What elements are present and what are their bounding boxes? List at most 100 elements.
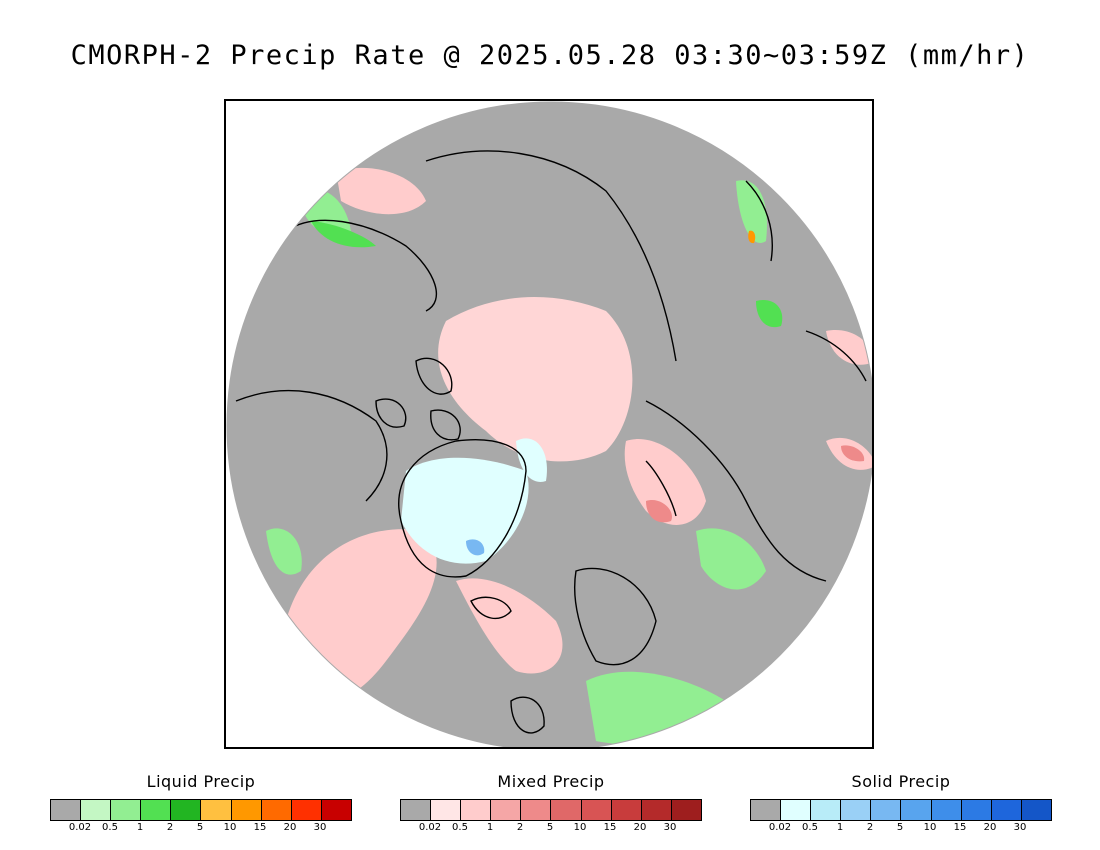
legend-swatch: [991, 800, 1022, 820]
chart-title: CMORPH-2 Precip Rate @ 2025.05.28 03:30~…: [70, 40, 1030, 71]
tick-label: 0.5: [802, 822, 818, 833]
legend-swatch: [111, 800, 142, 820]
legend-swatch: [931, 800, 962, 820]
tick-labels: 0.02 0.5 1 2 5 10 15 20 30: [750, 822, 1052, 836]
scandinavia-coast: [574, 567, 657, 666]
tick-label: 1: [486, 822, 494, 833]
legend-swatch: [81, 800, 112, 820]
legend-swatch: [841, 800, 872, 820]
tick-label: 2: [516, 822, 524, 833]
legend-swatch: [261, 800, 292, 820]
coastlines: [235, 150, 867, 734]
okhotsk-coast: [805, 330, 867, 382]
color-scale: [750, 799, 1052, 821]
tick-label: 0.02: [768, 822, 792, 833]
legend-swatch: [641, 800, 672, 820]
legend-swatch: [171, 800, 202, 820]
tick-label: 0.5: [452, 822, 468, 833]
liquid-precip-russia: [696, 528, 766, 590]
legend-swatch: [141, 800, 172, 820]
legend-swatch: [551, 800, 582, 820]
tick-label: 20: [983, 822, 997, 833]
tick-label: 30: [313, 822, 327, 833]
tick-label: 2: [166, 822, 174, 833]
siberia-coast: [425, 150, 677, 362]
alaska-coast: [285, 219, 437, 312]
tick-label: 5: [546, 822, 554, 833]
legend-swatch: [231, 800, 262, 820]
liquid-precip-alaska-strong: [311, 221, 376, 248]
mixed-precip-siberia: [624, 439, 706, 525]
legend-swatch: [521, 800, 552, 820]
liquid-precip-peak: [748, 230, 756, 244]
tick-label: 10: [923, 822, 937, 833]
mixed-precip-heavy-spot-2: [841, 445, 865, 462]
color-scale: [50, 799, 352, 821]
tick-label: 20: [283, 822, 297, 833]
tick-label: 10: [223, 822, 237, 833]
tick-label: 30: [1013, 822, 1027, 833]
kamchatka-coast: [745, 180, 773, 262]
mixed-precip-far-east: [826, 330, 872, 365]
legend-swatch: [321, 800, 351, 820]
legend-swatch: [461, 800, 492, 820]
tick-label: 0.02: [418, 822, 442, 833]
novaya-zemlya: [645, 460, 677, 517]
legend-swatch: [431, 800, 462, 820]
polar-map: [224, 99, 874, 749]
canada-coast: [235, 389, 388, 502]
legend-swatch: [781, 800, 812, 820]
legend-swatch: [901, 800, 932, 820]
tick-label: 5: [896, 822, 904, 833]
solid-precip-greenland: [401, 457, 529, 564]
legend-swatch: [671, 800, 701, 820]
legend-mixed: Mixed Precip 0.02 0.5 1 2 5 10 15 20 30: [400, 772, 702, 836]
hemisphere-edge: [226, 101, 872, 747]
tick-labels: 0.02 0.5 1 2 5 10 15 20 30: [50, 822, 352, 836]
tick-label: 0.5: [102, 822, 118, 833]
canada-archipelago: [375, 357, 461, 441]
legend-title: Mixed Precip: [497, 772, 605, 791]
tick-label: 30: [663, 822, 677, 833]
liquid-precip-okhotsk: [756, 300, 783, 328]
tick-label: 20: [633, 822, 647, 833]
legend-swatch: [1021, 800, 1051, 820]
tick-labels: 0.02 0.5 1 2 5 10 15 20 30: [400, 822, 702, 836]
legend-swatch: [961, 800, 992, 820]
tick-label: 15: [253, 822, 267, 833]
legend-swatch: [401, 800, 432, 820]
legend-swatch: [811, 800, 842, 820]
solid-precip-moderate: [466, 539, 485, 556]
mixed-precip-heavy-spot: [646, 500, 672, 523]
british-isles-coast: [510, 696, 545, 734]
tick-label: 10: [573, 822, 587, 833]
color-scale: [400, 799, 702, 821]
legend-title: Liquid Precip: [146, 772, 256, 791]
legend-swatch: [291, 800, 322, 820]
legend-liquid: Liquid Precip 0.02 0.5 1 2 5 10 15 20 30: [50, 772, 352, 836]
legend-title: Solid Precip: [851, 772, 951, 791]
legend-swatch: [201, 800, 232, 820]
legend-swatch: [581, 800, 612, 820]
iceland-coast: [470, 596, 512, 620]
mixed-precip-chukotka: [336, 167, 426, 215]
legend-solid: Solid Precip 0.02 0.5 1 2 5 10 15 20 30: [750, 772, 1052, 836]
legend-swatch: [611, 800, 642, 820]
tick-label: 0.02: [68, 822, 92, 833]
tick-label: 15: [953, 822, 967, 833]
tick-label: 1: [136, 822, 144, 833]
mixed-precip-norwegian-sea: [456, 578, 563, 674]
tick-label: 5: [196, 822, 204, 833]
liquid-precip-pacific: [736, 180, 767, 243]
legend-swatch: [51, 800, 82, 820]
liquid-precip-canada: [266, 528, 302, 575]
precip-field: [235, 150, 872, 745]
legend-swatch: [871, 800, 902, 820]
legend-swatch: [751, 800, 782, 820]
map-canvas: [226, 101, 872, 747]
greenland-coast: [398, 439, 527, 578]
tick-label: 1: [836, 822, 844, 833]
tick-label: 2: [866, 822, 874, 833]
mixed-precip-arctic-ocean: [438, 297, 633, 462]
legend-swatch: [491, 800, 522, 820]
